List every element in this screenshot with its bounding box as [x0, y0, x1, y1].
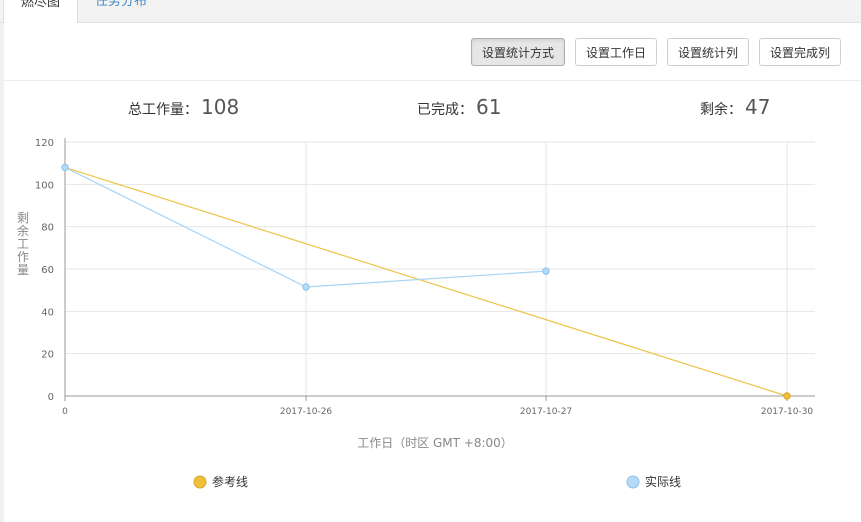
x-tick-label: 2017-10-26 — [280, 407, 333, 417]
reference-point — [783, 392, 791, 400]
set-statistics-column-button[interactable]: 设置统计列 — [667, 38, 749, 66]
set-workday-button[interactable]: 设置工作日 — [575, 38, 657, 66]
reference-legend-marker — [193, 475, 207, 489]
actual-legend-label: 实际线 — [645, 474, 681, 489]
legend: 参考线 实际线 — [193, 474, 681, 489]
toolbar: 设置统计方式 设置工作日 设置统计列 设置完成列 — [4, 23, 861, 81]
set-statistics-method-button[interactable]: 设置统计方式 — [471, 38, 565, 66]
reference-line — [64, 166, 788, 397]
x-axis-title: 工作日（时区 GMT +8:00） — [357, 436, 513, 450]
reference-legend-label: 参考线 — [212, 474, 248, 489]
tab-burndown[interactable]: 燃尽图 — [3, 0, 79, 23]
actual-point — [542, 267, 550, 275]
total-workload-stat: 总工作量： 108 — [128, 95, 239, 119]
y-axis-title: 剩余工作量 — [17, 211, 29, 277]
remaining-label: 剩余： — [700, 102, 742, 118]
axes — [64, 138, 815, 401]
y-tick-label: 60 — [41, 265, 54, 276]
y-tick-label: 0 — [48, 392, 54, 403]
tab-task-distribution[interactable]: 任务分布 — [95, 0, 148, 9]
actual-point — [61, 163, 69, 172]
tab-bar: 燃尽图 任务分布 — [0, 0, 861, 23]
completed-value: 61 — [476, 95, 502, 119]
actual-legend-marker — [626, 475, 640, 489]
remaining-value: 47 — [745, 95, 771, 119]
x-tick-label: 2017-10-30 — [761, 407, 814, 417]
y-tick-label: 80 — [41, 223, 54, 234]
total-workload-value: 108 — [201, 95, 240, 119]
axis-labels: 0 20 40 60 80 100 120 0 2017-10-26 2017-10-27 2017… — [17, 138, 813, 450]
y-tick-label: 40 — [41, 307, 54, 318]
completed-label: 已完成： — [417, 102, 473, 118]
y-tick-label: 20 — [41, 350, 54, 361]
remaining-stat: 剩余： 47 — [700, 95, 770, 119]
markers — [61, 163, 791, 400]
burndown-panel: 设置统计方式 设置工作日 设置统计列 设置完成列 总工作量： 108 已完成： 61… — [4, 23, 861, 522]
actual-point — [302, 283, 310, 291]
y-tick-label: 100 — [35, 180, 54, 191]
x-tick-label: 0 — [62, 407, 68, 417]
completed-stat: 已完成： 61 — [417, 95, 501, 119]
total-workload-label: 总工作量： — [128, 102, 198, 118]
x-tick-label: 2017-10-27 — [520, 407, 572, 417]
y-tick-label: 120 — [35, 138, 54, 149]
set-done-column-button[interactable]: 设置完成列 — [759, 38, 841, 66]
series — [64, 166, 788, 397]
grid — [65, 141, 815, 396]
